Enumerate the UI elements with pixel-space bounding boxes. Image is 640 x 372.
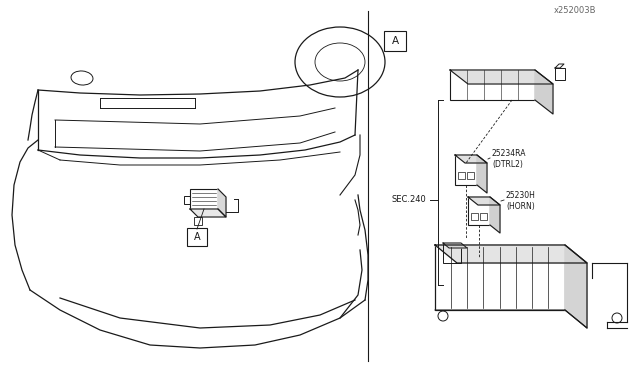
Text: 25230H: 25230H [506, 192, 536, 201]
Bar [458, 172, 465, 179]
Bar [450, 70, 535, 100]
Polygon shape [450, 70, 553, 84]
Text: x252003B: x252003B [554, 6, 596, 15]
FancyBboxPatch shape [187, 228, 207, 246]
Polygon shape [443, 243, 467, 248]
Bar [184, 196, 190, 204]
Text: A: A [194, 232, 200, 242]
Polygon shape [468, 197, 500, 205]
Text: 25234RA: 25234RA [492, 150, 527, 158]
Polygon shape [435, 245, 587, 263]
Bar [455, 155, 477, 185]
FancyBboxPatch shape [384, 31, 406, 51]
Polygon shape [455, 155, 487, 163]
Polygon shape [190, 209, 226, 217]
Bar [468, 197, 490, 225]
Bar [443, 243, 461, 263]
Polygon shape [477, 155, 487, 193]
Polygon shape [535, 70, 553, 114]
Bar [194, 217, 202, 225]
Bar [480, 213, 487, 220]
Bar [435, 245, 565, 310]
Text: (HORN): (HORN) [506, 202, 535, 211]
Text: A: A [392, 36, 399, 46]
Text: (DTRL2): (DTRL2) [492, 160, 523, 169]
Bar [555, 68, 565, 80]
Polygon shape [218, 189, 226, 217]
Polygon shape [565, 245, 587, 328]
Text: SEC.240: SEC.240 [392, 196, 427, 205]
Bar [190, 189, 218, 209]
Polygon shape [490, 197, 500, 233]
Bar [467, 172, 474, 179]
Bar [471, 213, 478, 220]
